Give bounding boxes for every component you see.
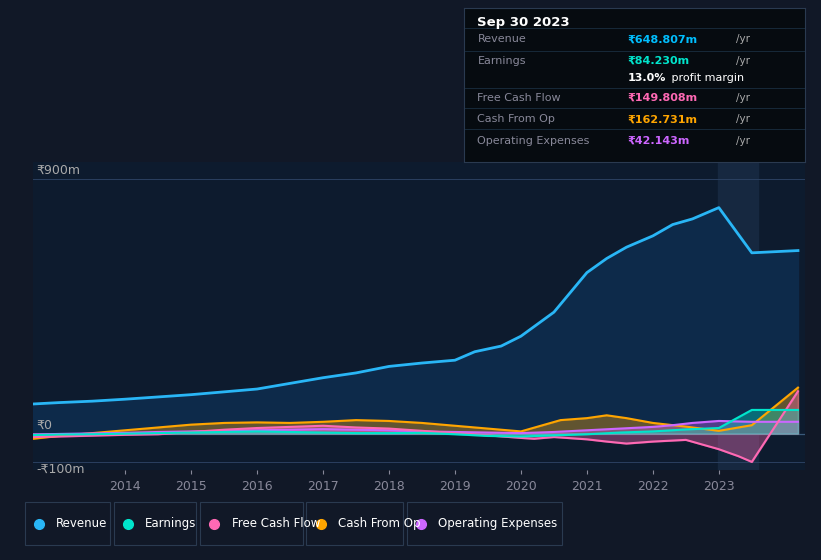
Text: Revenue: Revenue	[56, 517, 108, 530]
Bar	[407, 502, 562, 545]
Text: /yr: /yr	[736, 136, 750, 146]
Bar	[200, 502, 303, 545]
Bar	[306, 502, 403, 545]
Text: Sep 30 2023: Sep 30 2023	[478, 16, 570, 29]
Text: ₹84.230m: ₹84.230m	[627, 56, 690, 66]
Text: Earnings: Earnings	[145, 517, 197, 530]
Text: ₹149.808m: ₹149.808m	[627, 93, 698, 102]
Text: /yr: /yr	[736, 114, 750, 124]
Text: -₹100m: -₹100m	[36, 463, 85, 477]
Text: Operating Expenses: Operating Expenses	[438, 517, 557, 530]
Text: ₹0: ₹0	[36, 419, 53, 432]
Text: /yr: /yr	[736, 34, 750, 44]
Bar	[718, 162, 759, 470]
Text: profit margin: profit margin	[668, 73, 745, 83]
Bar	[25, 502, 110, 545]
Text: Operating Expenses: Operating Expenses	[478, 136, 589, 146]
Text: ₹42.143m: ₹42.143m	[627, 136, 690, 146]
Text: Cash From Op: Cash From Op	[338, 517, 420, 530]
Text: Earnings: Earnings	[478, 56, 526, 66]
Text: /yr: /yr	[736, 56, 750, 66]
Text: ₹900m: ₹900m	[36, 164, 80, 177]
Text: Free Cash Flow: Free Cash Flow	[232, 517, 320, 530]
Text: ₹162.731m: ₹162.731m	[627, 114, 697, 124]
Text: /yr: /yr	[736, 93, 750, 102]
Text: 13.0%: 13.0%	[627, 73, 666, 83]
Text: Free Cash Flow: Free Cash Flow	[478, 93, 561, 102]
Text: Cash From Op: Cash From Op	[478, 114, 555, 124]
Bar	[113, 502, 196, 545]
Text: ₹648.807m: ₹648.807m	[627, 34, 698, 44]
Text: Revenue: Revenue	[478, 34, 526, 44]
